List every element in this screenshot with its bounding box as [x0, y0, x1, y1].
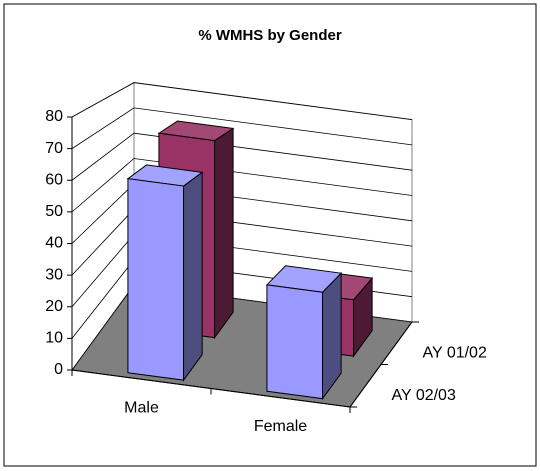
bar-side: [214, 127, 234, 340]
grid-line: [71, 158, 413, 213]
chart-title: % WMHS by Gender: [198, 27, 342, 44]
x-tick-label: Female: [254, 418, 307, 435]
y-tick-label: 70: [45, 140, 63, 157]
series-label: AY 02/03: [392, 387, 456, 404]
y-tick-label: 20: [45, 298, 63, 315]
y-tick-label: 60: [45, 171, 63, 188]
grid-line: [71, 132, 413, 181]
series-label: AY 01/02: [423, 344, 487, 361]
y-tick-label: 50: [45, 203, 63, 220]
bar: [265, 265, 343, 401]
grid-line: [71, 107, 413, 149]
y-tick-label: 80: [45, 108, 63, 125]
grid-line: [71, 82, 413, 120]
x-tick-label: Male: [124, 399, 159, 416]
y-tick-label: 10: [45, 330, 63, 347]
y-tick-label: 0: [54, 361, 63, 378]
y-tick-label: 40: [45, 235, 63, 252]
bar-side: [183, 171, 203, 382]
bar-front: [266, 284, 324, 400]
y-tick-label: 30: [45, 266, 63, 283]
bar-front: [127, 178, 185, 381]
bar: [126, 164, 204, 382]
